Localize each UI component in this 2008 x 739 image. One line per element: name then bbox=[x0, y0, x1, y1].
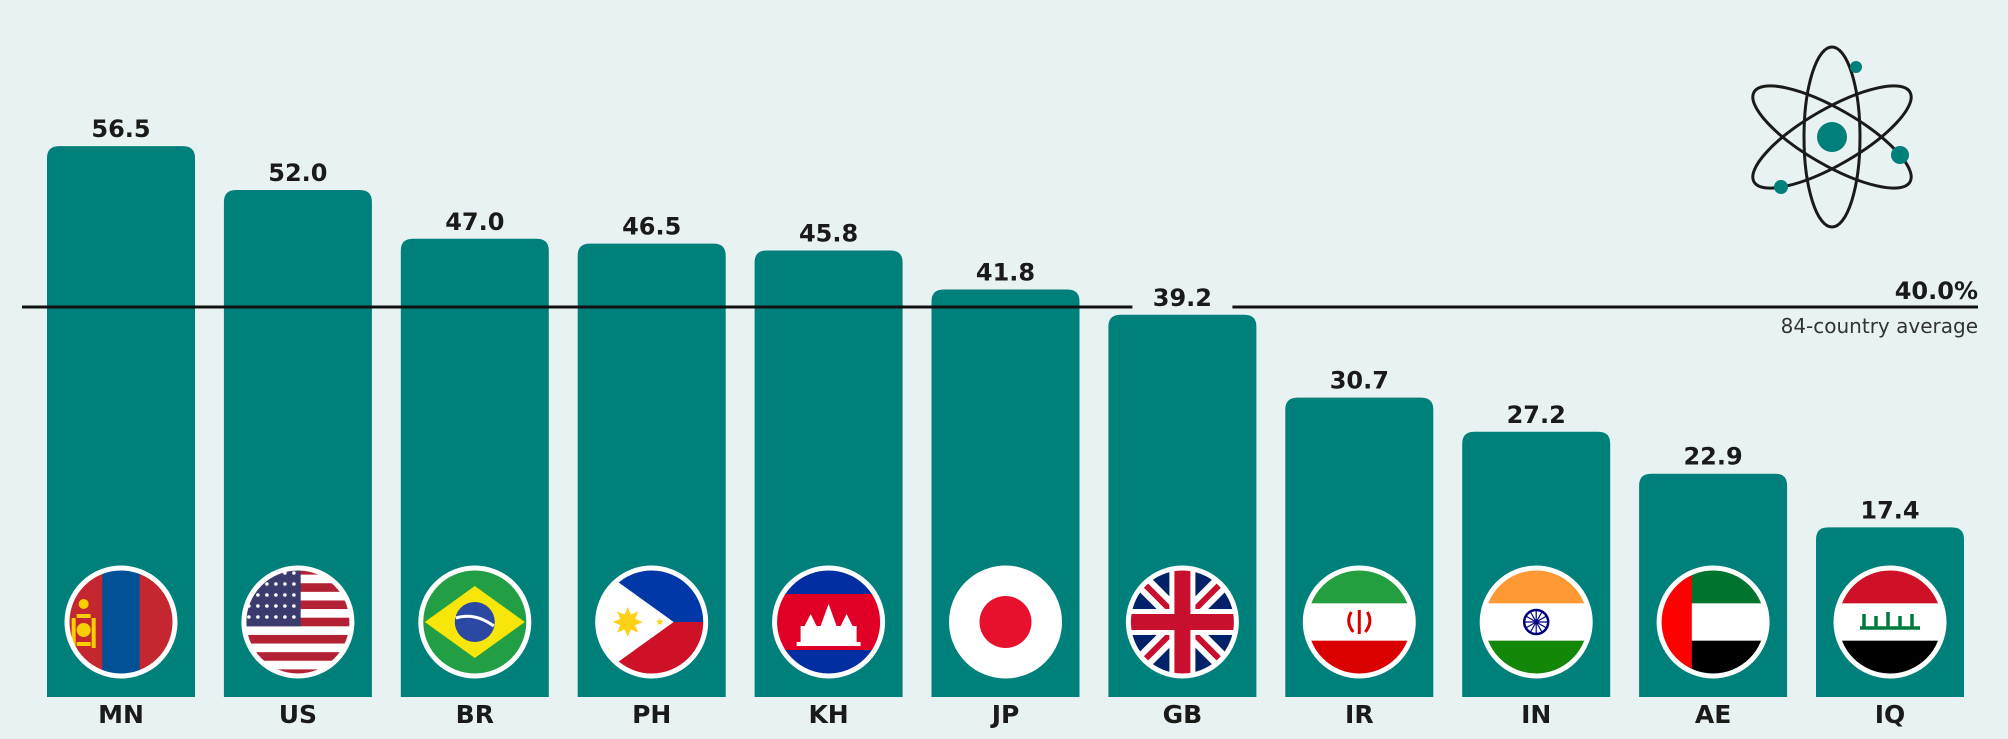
flag-mongolia-icon bbox=[64, 565, 178, 679]
category-label-ph: PH bbox=[632, 700, 671, 729]
flag-philippines-icon bbox=[595, 565, 709, 679]
value-label-ir: 30.7 bbox=[1330, 367, 1389, 395]
flag-united-states-icon bbox=[241, 565, 355, 679]
value-label-us: 52.0 bbox=[268, 159, 327, 187]
labels-layer: 56.5 MN 52.0 US 47.0 BR 46.5 PH 45.8 KH 41.8 JP 39.2… bbox=[91, 115, 1919, 729]
flag-united-kingdom-icon bbox=[1125, 565, 1239, 679]
flag-iran-icon bbox=[1302, 565, 1416, 679]
flag-uae-icon bbox=[1656, 565, 1770, 679]
value-label-kh: 45.8 bbox=[799, 220, 858, 248]
category-label-us: US bbox=[279, 700, 317, 729]
atom-icon bbox=[1751, 45, 1913, 229]
flag-brazil-icon bbox=[418, 565, 532, 679]
category-label-iq: IQ bbox=[1875, 700, 1906, 729]
flag-japan-icon bbox=[949, 565, 1062, 679]
category-label-kh: KH bbox=[808, 700, 848, 729]
flag-cambodia-icon bbox=[772, 565, 886, 679]
category-label-gb: GB bbox=[1163, 700, 1203, 729]
flag-iraq-icon bbox=[1833, 565, 1947, 679]
value-label-jp: 41.8 bbox=[976, 259, 1035, 287]
value-label-gb: 39.2 bbox=[1153, 284, 1212, 312]
category-label-mn: MN bbox=[98, 700, 144, 729]
value-label-br: 47.0 bbox=[445, 208, 504, 236]
category-label-ae: AE bbox=[1695, 700, 1731, 729]
category-label-br: BR bbox=[456, 700, 494, 729]
average-line: 40.0% 84-country average bbox=[22, 277, 1978, 338]
average-caption: 84-country average bbox=[1781, 314, 1978, 338]
bar-us bbox=[223, 190, 372, 697]
value-label-ph: 46.5 bbox=[622, 213, 681, 241]
bar-mn bbox=[47, 146, 195, 697]
value-label-in: 27.2 bbox=[1507, 401, 1566, 429]
value-label-iq: 17.4 bbox=[1860, 496, 1919, 524]
category-label-in: IN bbox=[1521, 700, 1551, 729]
average-value-label: 40.0% bbox=[1895, 277, 1978, 305]
value-label-ae: 22.9 bbox=[1683, 443, 1742, 471]
flag-india-icon bbox=[1479, 565, 1593, 679]
category-label-ir: IR bbox=[1345, 700, 1374, 729]
category-label-jp: JP bbox=[990, 700, 1020, 729]
value-label-mn: 56.5 bbox=[91, 115, 150, 143]
